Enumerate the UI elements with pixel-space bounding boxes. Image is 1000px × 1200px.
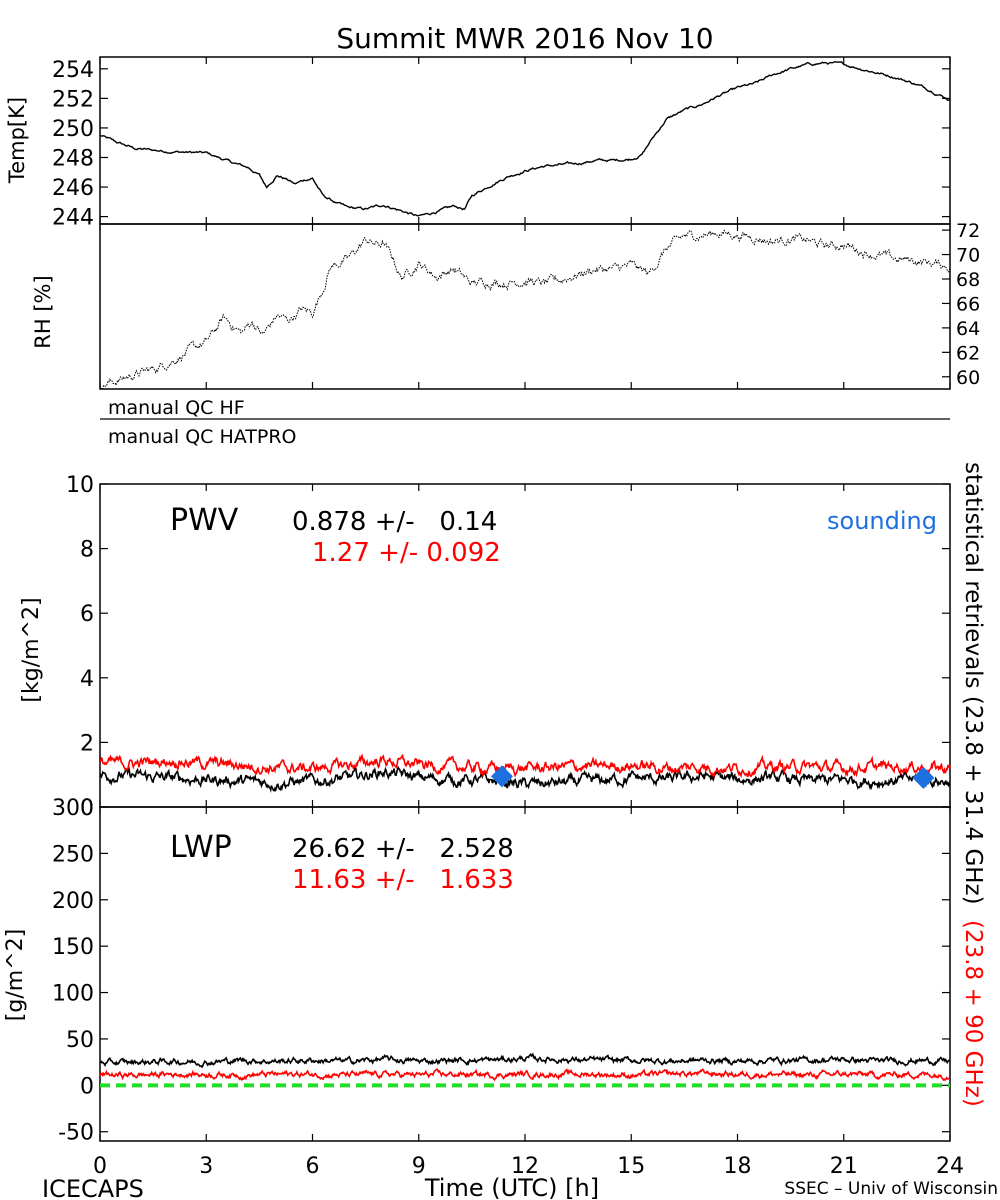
lwp-stat-red: 11.63 +/- 1.633 — [292, 865, 514, 895]
x-axis-label: Time (UTC) [h] — [424, 1174, 599, 1200]
lwp-y-tick-label: -50 — [58, 1121, 94, 1146]
temp-y-label: Temp[K] — [5, 97, 29, 184]
rh-panel-frame — [99, 223, 951, 390]
right-label-black: statistical retrievals (23.8 + 31.4 GHz) — [960, 462, 986, 905]
x-tick-label: 0 — [93, 1154, 107, 1179]
chart-title: Summit MWR 2016 Nov 10 — [336, 22, 713, 55]
rh-y-tick-label: 64 — [956, 318, 980, 340]
lwp-panel: [g/m^2] -50 0 50 100 150 200 250 300 LWP 26.62 … — [3, 796, 951, 1146]
x-tick-label: 21 — [830, 1154, 858, 1179]
pwv-y-tick-label: 4 — [80, 667, 94, 692]
sounding-marker — [490, 765, 513, 788]
pwv-y-label: [kg/m^2] — [19, 597, 44, 702]
lwp-y-tick-label: 0 — [80, 1074, 94, 1099]
qc-label-hf: manual QC HF — [108, 397, 245, 419]
pwv-y-tick-label: 0 — [80, 796, 94, 821]
rh-y-tick-label: 66 — [956, 293, 980, 315]
rh-y-tick-label: 70 — [956, 245, 980, 267]
lwp-y-label: [g/m^2] — [3, 929, 28, 1021]
footer-left: ICECAPS — [42, 1175, 144, 1200]
x-tick-label: 3 — [199, 1154, 213, 1179]
x-tick-label: 18 — [724, 1154, 752, 1179]
qc-strip: manual QC HF manual QC HATPRO — [100, 397, 950, 448]
x-tick-label: 15 — [617, 1154, 645, 1179]
pwv-stat-red: 1.27 +/- 0.092 — [312, 538, 501, 568]
rh-y-tick-label: 60 — [956, 367, 980, 389]
qc-label-hatpro: manual QC HATPRO — [108, 426, 297, 448]
temp-y-tick-label: 248 — [52, 146, 94, 171]
lwp-stat-black: 26.62 +/- 2.528 — [292, 834, 514, 864]
lwp-line-black — [100, 1052, 951, 1069]
sounding-legend: sounding — [827, 507, 937, 535]
lwp-y-tick-label: 250 — [52, 842, 94, 867]
pwv-label: PWV — [170, 503, 239, 538]
lwp-y-tick-label: 100 — [52, 982, 94, 1007]
temp-y-tick-label: 246 — [52, 176, 94, 201]
pwv-y-tick-label: 8 — [80, 538, 94, 563]
pwv-y-tick-label: 6 — [80, 602, 94, 627]
lwp-y-tick-label: 300 — [52, 796, 94, 821]
pwv-panel: [kg/m^2] 0 2 4 6 8 10 PWV 0.878 +/- 0.14 1.27… — [19, 473, 951, 821]
temp-panel: Temp[K] 244 246 248 250 252 254 — [5, 56, 951, 231]
temp-line — [99, 61, 951, 217]
rh-y-label: RH [%] — [31, 275, 55, 348]
temp-y-tick-label: 254 — [52, 58, 94, 83]
rh-y-tick-label: 62 — [956, 342, 980, 364]
pwv-y-tick-label: 10 — [66, 473, 94, 498]
lwp-y-tick-label: 150 — [52, 935, 94, 960]
temp-y-tick-label: 252 — [52, 87, 94, 112]
temp-y-tick-label: 250 — [52, 117, 94, 142]
x-tick-label: 6 — [306, 1154, 320, 1179]
temp-panel-frame — [99, 56, 951, 225]
lwp-line-red — [99, 1068, 951, 1082]
rh-y-tick-label: 72 — [956, 220, 980, 242]
right-label-red: (23.8 + 90 GHz) — [960, 920, 986, 1107]
footer-right: SSEC – Univ of Wisconsin — [784, 1179, 998, 1199]
x-tick-label: 24 — [936, 1154, 964, 1179]
pwv-y-tick-label: 2 — [80, 731, 94, 756]
x-tick-label: 12 — [511, 1154, 539, 1179]
x-tick-label: 9 — [412, 1154, 426, 1179]
pwv-line-black — [99, 765, 951, 793]
lwp-y-tick-label: 200 — [52, 889, 94, 914]
pwv-line-red — [99, 753, 951, 779]
lwp-y-tick-label: 50 — [66, 1028, 94, 1053]
rh-line — [99, 228, 951, 391]
pwv-stat-black: 0.878 +/- 0.14 — [292, 507, 497, 537]
temp-y-tick-label: 244 — [52, 206, 94, 231]
lwp-label: LWP — [170, 830, 232, 865]
sounding-marker — [912, 766, 935, 789]
rh-y-tick-label: 68 — [956, 269, 980, 291]
